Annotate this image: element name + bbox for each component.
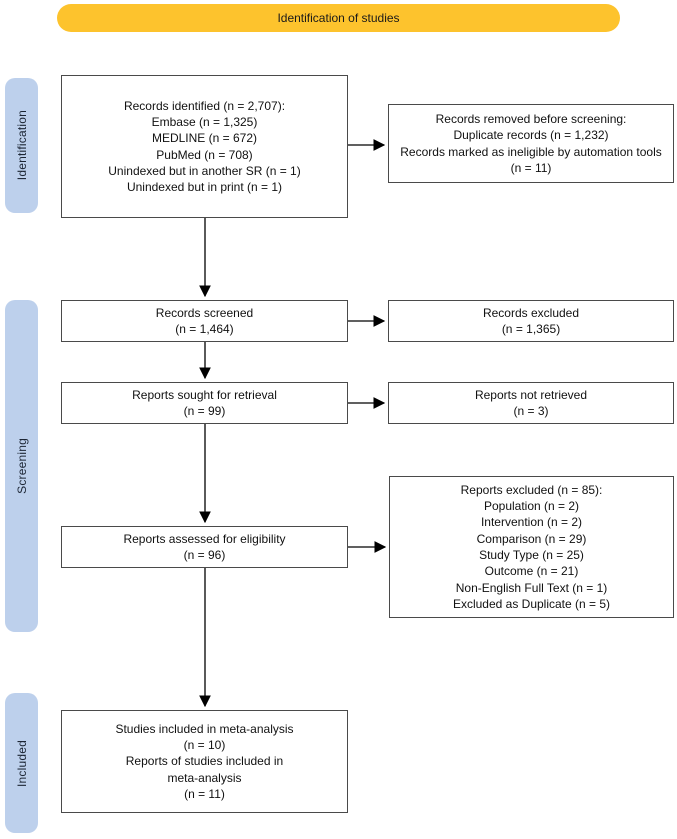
stage-bar-screening: Screening [5,300,38,632]
box-reports-not-retrieved-text: Reports not retrieved (n = 3) [474,387,588,418]
stage-bar-identification: Identification [5,78,38,213]
stage-bar-included: Included [5,693,38,833]
box-studies-included: Studies included in meta-analysis (n = 1… [61,710,348,813]
box-records-excluded: Records excluded (n = 1,365) [388,300,674,342]
banner-title: Identification of studies [277,11,400,25]
box-records-removed-text: Records removed before screening: Duplic… [400,111,662,175]
box-studies-included-text: Studies included in meta-analysis (n = 1… [115,721,294,801]
box-records-identified: Records identified (n = 2,707): Embase (… [61,75,348,218]
box-reports-assessed: Reports assessed for eligibility (n = 96… [61,526,348,568]
box-records-removed: Records removed before screening: Duplic… [388,104,674,183]
box-reports-excluded-text: Reports excluded (n = 85): Population (n… [452,482,611,611]
stage-label-identification: Identification [14,110,29,181]
box-records-screened: Records screened (n = 1,464) [61,300,348,342]
box-records-identified-text: Records identified (n = 2,707): Embase (… [108,98,301,195]
box-reports-excluded: Reports excluded (n = 85): Population (n… [389,476,674,618]
stage-label-screening: Screening [14,438,29,494]
box-reports-not-retrieved: Reports not retrieved (n = 3) [388,382,674,424]
box-reports-assessed-text: Reports assessed for eligibility (n = 96… [123,531,286,562]
banner-identification-of-studies: Identification of studies [57,4,620,32]
box-reports-sought: Reports sought for retrieval (n = 99) [61,382,348,424]
box-records-excluded-text: Records excluded (n = 1,365) [482,305,580,336]
stage-label-included: Included [14,739,29,787]
box-reports-sought-text: Reports sought for retrieval (n = 99) [132,387,277,418]
box-records-screened-text: Records screened (n = 1,464) [155,305,254,336]
